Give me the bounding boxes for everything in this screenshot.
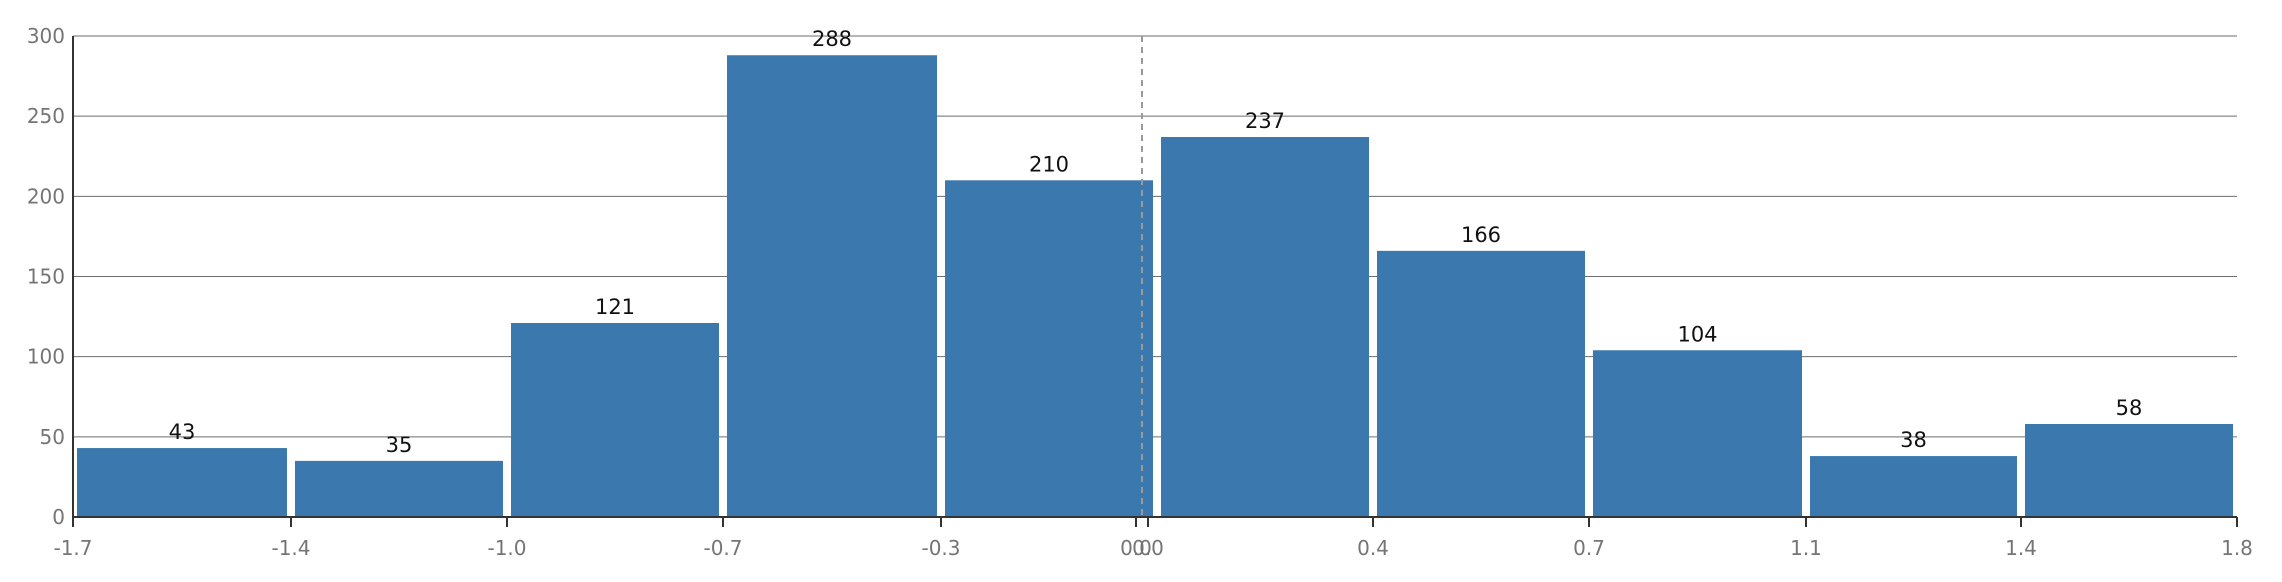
- x-tick-label-9: 1.1: [1790, 536, 1822, 560]
- bar-7: [1593, 350, 1802, 517]
- x-tick-label-8: 0.7: [1573, 536, 1605, 560]
- y-tick-label-0: 0: [52, 505, 65, 529]
- x-tick-label-1: -1.4: [271, 536, 310, 560]
- grid-lines: [73, 35, 2237, 438]
- bar-value-label-2: 121: [595, 295, 635, 319]
- y-tick-labels: 0 50 100 150 200 250 300: [27, 24, 65, 529]
- x-tick-label-11: 1.8: [2221, 536, 2253, 560]
- y-tick-label-100: 100: [27, 345, 65, 369]
- bar-value-label-1: 35: [386, 433, 413, 457]
- y-tick-label-200: 200: [27, 184, 65, 208]
- bar-8: [1810, 456, 2017, 517]
- y-tick-label-300: 300: [27, 24, 65, 48]
- bar-value-label-6: 166: [1461, 223, 1501, 247]
- bar-6: [1377, 250, 1585, 517]
- bar-2: [511, 322, 719, 517]
- y-tick-label-150: 150: [27, 265, 65, 289]
- bar-value-labels: 43 35 121 288 210 237 166 104 38 58: [169, 27, 2143, 457]
- y-tick-label-250: 250: [27, 104, 65, 128]
- bar-5: [1161, 137, 1369, 517]
- y-tick-label-50: 50: [40, 425, 65, 449]
- bars: [77, 55, 2233, 518]
- x-tick-label-3: -0.7: [703, 536, 742, 560]
- bar-value-label-0: 43: [169, 420, 196, 444]
- bar-value-label-4: 210: [1029, 152, 1069, 176]
- bar-9: [2025, 424, 2233, 517]
- bar-1: [295, 460, 503, 517]
- bar-value-label-9: 58: [2116, 396, 2143, 420]
- bar-value-label-3: 288: [812, 27, 852, 51]
- bar-3: [727, 55, 937, 518]
- bar-0: [77, 448, 287, 517]
- bar-value-label-5: 237: [1245, 109, 1285, 133]
- bar-4: [945, 180, 1153, 518]
- axes: [72, 36, 2238, 527]
- bar-value-label-7: 104: [1677, 322, 1717, 346]
- x-tick-label-0: -1.7: [53, 536, 92, 560]
- x-tick-label-4: -0.3: [921, 536, 960, 560]
- x-tick-label-6: 0.0: [1132, 536, 1164, 560]
- x-tick-label-5: 0.0: [1120, 536, 1152, 560]
- x-tick-label-7: 0.4: [1357, 536, 1389, 560]
- x-tick-label-10: 1.4: [2005, 536, 2037, 560]
- x-tick-labels: -1.7 -1.4 -1.0 -0.7 -0.3 0.00.0 0.4 0.7 1.1 1.4 1.…: [53, 536, 2252, 560]
- x-tick-label-2: -1.0: [487, 536, 526, 560]
- bar-value-label-8: 38: [1900, 428, 1927, 452]
